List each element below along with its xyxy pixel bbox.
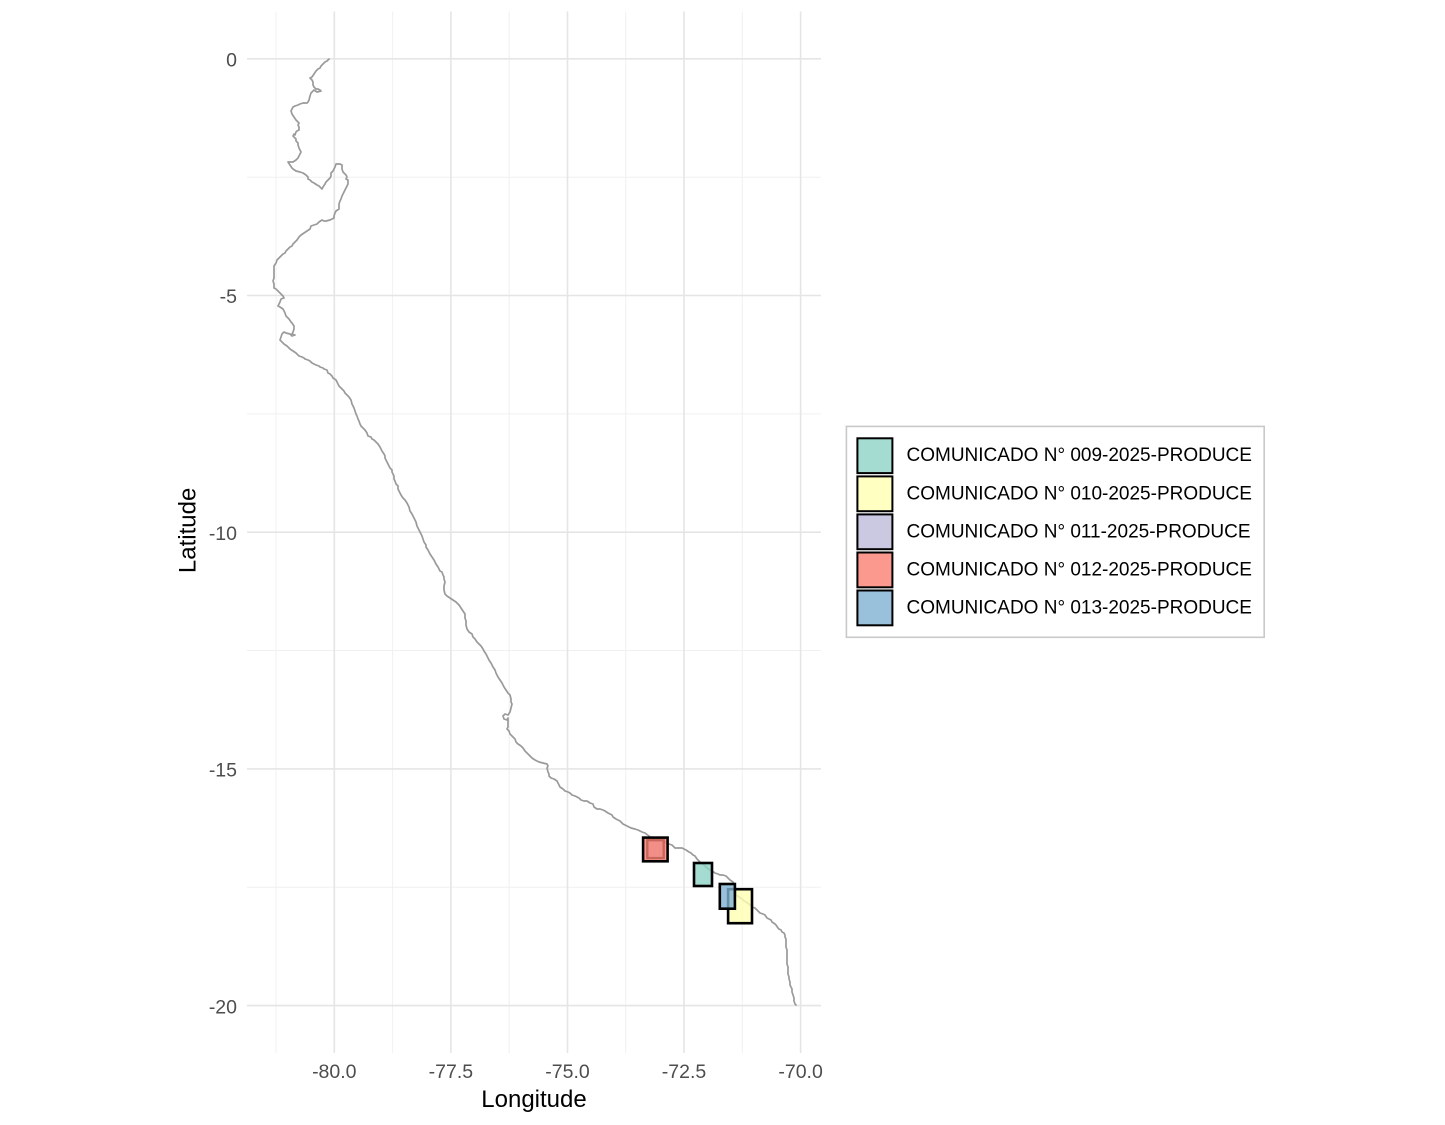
- svg-text:COMUNICADO N° 009-2025-PRODUCE: COMUNICADO N° 009-2025-PRODUCE: [907, 445, 1252, 466]
- svg-text:Latitude: Latitude: [175, 488, 202, 573]
- svg-text:COMUNICADO N° 013-2025-PRODUCE: COMUNICADO N° 013-2025-PRODUCE: [907, 597, 1252, 618]
- svg-text:-10: -10: [209, 523, 237, 545]
- svg-text:-20: -20: [209, 996, 237, 1018]
- svg-text:-72.5: -72.5: [662, 1061, 707, 1083]
- svg-text:-80.0: -80.0: [312, 1061, 357, 1083]
- svg-text:COMUNICADO N° 010-2025-PRODUCE: COMUNICADO N° 010-2025-PRODUCE: [907, 483, 1252, 504]
- svg-text:-75.0: -75.0: [545, 1061, 590, 1083]
- svg-text:-15: -15: [209, 760, 237, 782]
- svg-text:-77.5: -77.5: [429, 1061, 474, 1083]
- svg-text:-5: -5: [220, 286, 237, 308]
- svg-text:COMUNICADO N° 012-2025-PRODUCE: COMUNICADO N° 012-2025-PRODUCE: [907, 559, 1252, 580]
- svg-text:-70.0: -70.0: [778, 1061, 823, 1083]
- svg-text:COMUNICADO N° 011-2025-PRODUCE: COMUNICADO N° 011-2025-PRODUCE: [907, 521, 1251, 542]
- svg-text:Longitude: Longitude: [481, 1086, 586, 1113]
- svg-text:0: 0: [226, 50, 237, 72]
